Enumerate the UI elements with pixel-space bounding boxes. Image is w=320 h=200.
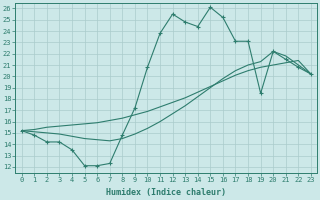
- X-axis label: Humidex (Indice chaleur): Humidex (Indice chaleur): [106, 188, 226, 197]
